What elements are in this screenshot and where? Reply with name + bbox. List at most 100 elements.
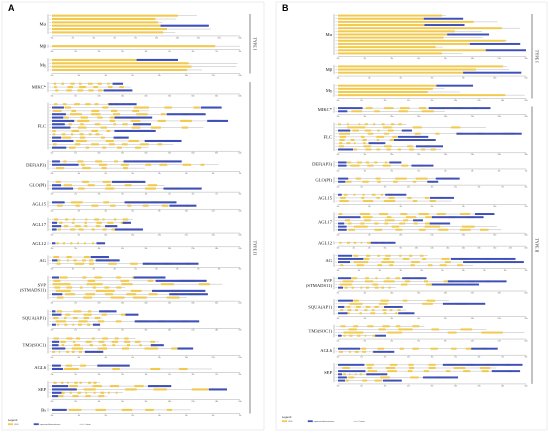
tick-label: 10kb <box>471 318 474 320</box>
utr-block <box>370 241 396 244</box>
family-sep: SEP 0kb 2kb 4kb 6kb 8kb 10kb 12kb 14kb 16kb <box>324 363 528 387</box>
tick-label: 2kb <box>364 58 367 60</box>
cds-block <box>338 94 506 97</box>
tick-label: 10kb <box>399 235 402 237</box>
utr-block <box>52 221 58 224</box>
utr-block <box>52 242 56 245</box>
cds-block <box>53 218 59 221</box>
cds-block <box>430 347 438 350</box>
cds-block <box>115 391 118 394</box>
utr-block <box>114 228 143 231</box>
utr-block <box>338 164 347 167</box>
cds-block <box>70 113 82 116</box>
gene-row <box>335 350 395 353</box>
tick-label: 5kb <box>168 194 171 196</box>
cds-block <box>412 180 417 183</box>
cds-block <box>344 193 348 196</box>
tick-label: 12kb <box>524 77 527 79</box>
tick-label: 4kb <box>431 357 434 359</box>
cds-block <box>389 309 393 312</box>
gene-row <box>49 391 123 394</box>
family-name: SQUA(AP1) <box>308 304 332 309</box>
cds-block <box>73 259 77 262</box>
cds-block <box>83 316 89 320</box>
tick-label: 8kb <box>431 100 434 102</box>
cds-block <box>339 139 345 141</box>
tick-label: 4kb <box>391 340 394 342</box>
tick-label: 14kb <box>446 248 449 250</box>
cds-block <box>351 286 354 289</box>
cds-block <box>342 280 354 283</box>
family-name: GLO(PI) <box>315 178 332 183</box>
cds-block <box>374 161 378 164</box>
gene-row <box>335 14 446 17</box>
cds-block <box>410 376 419 379</box>
tick-label: 6kb <box>131 75 134 77</box>
scale-axis: 0kb 1kb 2kb 3kb 4kb 5kb 6kb 7kb 8kb <box>51 372 241 376</box>
cds-block <box>382 309 387 312</box>
cds-block <box>93 381 97 384</box>
family-name: SEP <box>38 387 46 392</box>
cds-block <box>421 110 434 113</box>
gene-row <box>49 139 182 143</box>
cds-block <box>338 27 502 30</box>
cds-block <box>142 204 149 207</box>
cds-block <box>412 325 420 328</box>
tick-label: 12kb <box>477 100 480 102</box>
tick-label: 8kb <box>525 186 528 188</box>
tick-label: 12kb <box>498 58 501 60</box>
tick-label: 5kb <box>368 235 371 237</box>
cds-block <box>85 293 95 296</box>
family-name: DEF(AP3) <box>312 162 332 167</box>
gene-row <box>335 213 495 216</box>
cds-block <box>346 241 351 244</box>
cds-block <box>126 293 137 296</box>
tick-label: 12kb <box>191 248 194 250</box>
cds-block <box>65 364 73 367</box>
type-label: TYPE II <box>534 238 539 253</box>
cds-block <box>182 163 192 166</box>
cds-block <box>347 309 352 312</box>
cds-block <box>423 370 429 373</box>
tick-label: 10kb <box>390 292 393 294</box>
utr-block <box>52 323 56 326</box>
tick-label: 25kb <box>168 95 171 97</box>
legend: Legend CDS upstream/downstream Intron <box>8 418 92 426</box>
family-name: SEP <box>324 370 332 375</box>
tick-label: 4kb <box>399 206 402 208</box>
utr-block <box>207 119 228 122</box>
cds-block <box>91 143 99 146</box>
cds-block <box>410 264 415 267</box>
cds-block <box>95 408 107 411</box>
cds-block <box>338 65 504 68</box>
family-agl12: AGL12 0kb 2kb 4kb 6kb 8kb 10kb 12kb 14kb 16kb <box>32 241 242 250</box>
cds-block <box>114 160 118 163</box>
tick-label: 7kb <box>215 51 218 53</box>
cds-block <box>362 200 374 203</box>
tick-label: 6kb <box>121 248 124 250</box>
utr-block <box>338 261 351 264</box>
utr-block <box>338 379 346 382</box>
family-m-: Mα 0kb 2kb 4kb 6kb 8kb 10kb 12kb 14kb <box>326 14 528 60</box>
cds-block <box>87 184 95 187</box>
tick-label: 25kb <box>185 234 188 236</box>
cds-block <box>389 264 394 267</box>
tick-label: 2kb <box>105 415 108 417</box>
cds-block <box>351 110 363 113</box>
utr-block <box>133 123 152 126</box>
cds-block <box>355 373 357 376</box>
cds-block <box>379 213 388 216</box>
cds-block <box>412 347 419 350</box>
tick-label: 10kb <box>168 330 171 332</box>
cds-block <box>88 82 93 85</box>
cds-block <box>77 89 84 92</box>
cds-block <box>358 123 361 126</box>
cds-block <box>395 228 403 231</box>
cds-block <box>78 320 88 323</box>
gene-row <box>335 71 522 74</box>
utr-block <box>469 42 521 45</box>
tick-label: 20kb <box>144 95 147 97</box>
cds-block <box>97 347 108 350</box>
tick-label: 0kb <box>337 154 340 156</box>
tick-label: 3kb <box>121 194 124 196</box>
